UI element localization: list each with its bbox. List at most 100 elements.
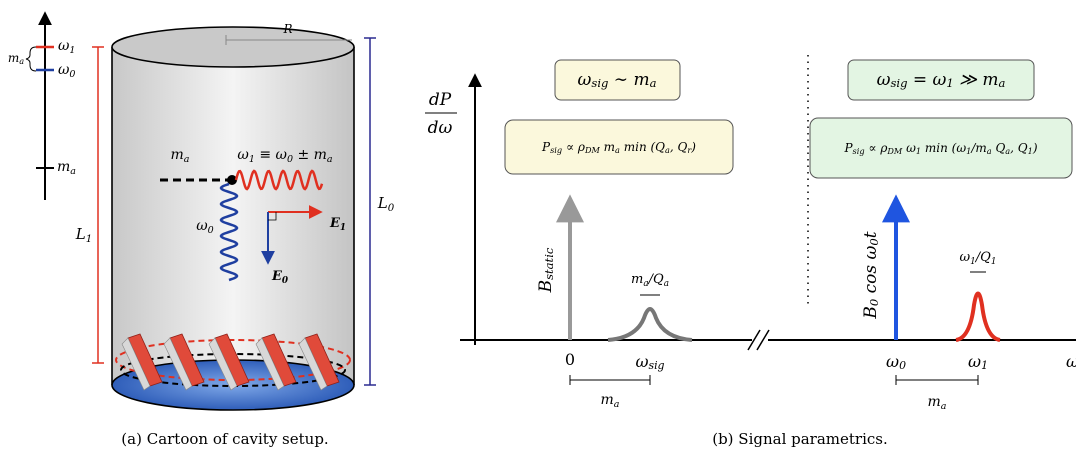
text-part: L [75, 225, 86, 243]
text-part: = ω [907, 70, 946, 90]
text-part: ω [58, 38, 70, 54]
text-part: ∝ ρ [562, 140, 585, 154]
regime-1: ωsig​ ∼ ma​ [578, 70, 657, 91]
subscript: 0 [867, 299, 881, 306]
radius-label: R [282, 22, 292, 36]
text-part: dP [429, 90, 452, 110]
text-part: ≫ m [954, 70, 999, 90]
subscript: a [614, 399, 620, 410]
text-part: 0 [565, 350, 575, 369]
width-1-label: ω1​/Q1​ [960, 250, 997, 267]
caption-a: (a) Cartoon of cavity setup. [121, 430, 328, 448]
subscript: a [664, 279, 669, 289]
omega-0-label: ω0​ [58, 62, 75, 80]
subscript: a [327, 154, 333, 165]
caption-b: (b) Signal parametrics. [712, 430, 888, 448]
m-a-right-label: ma​ [928, 394, 947, 412]
subscript: sig [890, 76, 907, 90]
figure: ma​ω1​ω0​ma​L1​L0​Rma​ω1​ ≡ ω0​ ± ma​ω0​… [0, 0, 1076, 454]
text-part: ∝ ρ [865, 141, 888, 155]
signal-peak-gray [608, 309, 692, 340]
subscript: 1 [991, 257, 997, 267]
text-part: /Q [647, 272, 664, 287]
text-part: ω [886, 352, 899, 371]
text-part: , Q [1010, 141, 1028, 155]
text-part: min (Q [620, 140, 665, 154]
zero-label: 0 [565, 350, 575, 369]
text-part: B [861, 306, 881, 320]
subscript: 0 [867, 238, 881, 245]
text-part: dω [428, 118, 453, 138]
body: ma​ω1​ω0​ma​L1​L0​Rma​ω1​ ≡ ω0​ ± ma​ω0​… [0, 0, 1076, 454]
drive-label: B0​ cos ω0​t [861, 231, 882, 319]
text-part: ) [1032, 141, 1038, 155]
subscript: sig [591, 76, 608, 90]
text-part: ω [237, 147, 249, 163]
subscript: 1 [340, 223, 346, 233]
text-part: ∼ m [608, 70, 649, 90]
text-part: ± m [293, 147, 327, 163]
brace [26, 47, 36, 71]
text-part: cos ω [861, 245, 881, 298]
subscript: a [184, 154, 190, 165]
cavity-top [112, 27, 354, 67]
text-part: ω [635, 352, 648, 371]
m-a-tick-label: ma​ [57, 159, 76, 177]
text-part: ω [877, 70, 891, 90]
text-part: (a) Cartoon of cavity setup. [121, 430, 328, 448]
L0-label: L0​ [377, 194, 395, 214]
text-part: ) [690, 140, 696, 154]
subscript: DM [886, 146, 903, 156]
text-part: Q [992, 141, 1006, 155]
text-part: R [282, 22, 292, 36]
text-part: /Q [974, 250, 991, 265]
text-part: ω [968, 352, 981, 371]
subscript: sig [550, 145, 562, 155]
page: {"panel_a": { "brace_label": ["m", {"sub… [0, 0, 1076, 454]
text-part: (b) Signal parametrics. [712, 430, 888, 448]
y-label-numerator: dP [429, 90, 452, 110]
omega-0-label: ω0​ [886, 352, 906, 373]
text-part: t [861, 231, 881, 238]
subscript: 0 [69, 69, 75, 80]
text-part: m [171, 147, 184, 163]
subscript: sig [649, 359, 665, 372]
text-part: ω [58, 62, 70, 78]
omega-1-label: ω1​ [58, 38, 75, 56]
subscript: 1 [69, 45, 75, 56]
omega-1-label: ω1​ [968, 352, 988, 373]
text-part: m [631, 272, 643, 287]
L1-label: L1​ [75, 225, 92, 245]
m-a-left-label: ma​ [601, 392, 620, 410]
static-field-label: Bstatic​ [536, 247, 557, 293]
text-part: ω [902, 141, 916, 155]
text-part: m [600, 140, 615, 154]
text-part: L [377, 194, 388, 212]
subscript: 0 [282, 276, 289, 286]
text-part: /m [970, 141, 986, 155]
text-part: ≡ ω [255, 147, 288, 163]
text-part: , Q [670, 140, 688, 154]
x-axis-label: ω [1066, 352, 1076, 371]
y-label-denominator: dω [428, 118, 453, 138]
brace-label: ma​ [8, 51, 24, 67]
text-part: ω [578, 70, 592, 90]
text-part: min (ω [921, 141, 966, 155]
text-part: ω [1066, 352, 1076, 371]
text-part: m [601, 392, 614, 408]
subscript: static [542, 247, 556, 280]
subscript: a [70, 166, 76, 177]
signal-peak-red [956, 294, 1000, 341]
text-part: m [57, 159, 70, 175]
text-part: B [536, 280, 556, 294]
text-part: m [8, 51, 19, 65]
subscript: DM [584, 145, 601, 155]
text-part: ω [196, 218, 208, 234]
subscript: 1 [981, 359, 988, 372]
subscript: a [941, 401, 947, 412]
subscript: 0 [899, 359, 906, 372]
cavity-body [112, 47, 354, 385]
subscript: 1 [946, 76, 953, 90]
subscript: sig [853, 146, 865, 156]
text-part: ω [960, 250, 971, 265]
